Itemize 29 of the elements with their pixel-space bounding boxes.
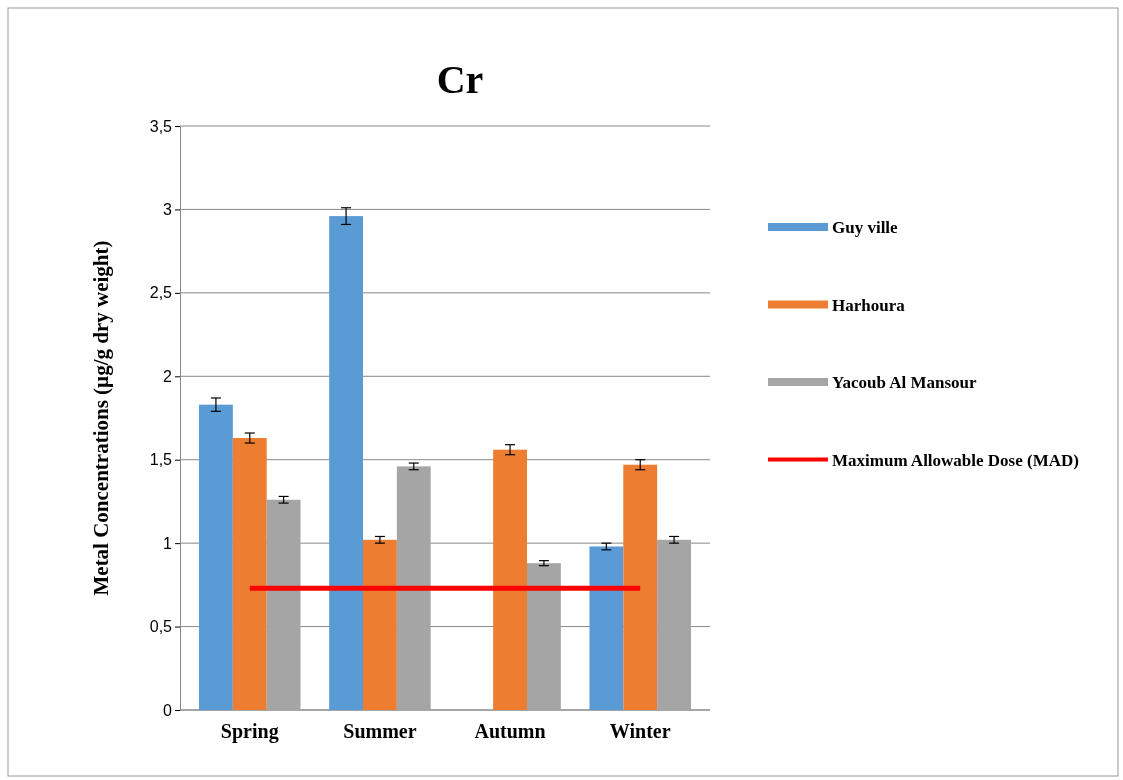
- y-tick-label: 1: [163, 534, 173, 552]
- y-tick-label: 2: [163, 367, 173, 385]
- x-tick-label: Summer: [343, 720, 417, 743]
- y-axis-title: Metal Concentrations (µg/g dry weight): [89, 240, 113, 596]
- bar: [396, 466, 431, 710]
- bar: [493, 449, 527, 710]
- x-tick-label: Spring: [220, 720, 279, 744]
- y-tick-label: 0,5: [149, 618, 173, 636]
- y-tick-label: 1,5: [149, 451, 173, 469]
- y-tick-label: 0: [163, 701, 173, 719]
- y-tick-label: 2,5: [149, 284, 173, 302]
- legend-label: Harhoura: [832, 295, 906, 315]
- bar: [232, 438, 267, 710]
- bar: [589, 546, 624, 710]
- bar: [266, 499, 301, 710]
- chart-title: Cr: [436, 57, 484, 102]
- legend-label: Yacoub Al Mansour: [832, 373, 977, 392]
- bar: [199, 404, 233, 710]
- x-tick-label: Winter: [609, 720, 671, 743]
- legend-label: Maximum Allowable Dose (MAD): [832, 450, 1079, 470]
- x-tick-label: Autumn: [474, 720, 546, 743]
- bar: [329, 216, 364, 710]
- bar: [623, 464, 658, 710]
- bar: [363, 539, 397, 710]
- bar: [657, 539, 691, 710]
- y-tick-label: 3: [163, 201, 173, 219]
- y-tick-label: 3,5: [149, 117, 173, 135]
- legend-label: Guy ville: [832, 218, 899, 237]
- bar: [527, 563, 561, 710]
